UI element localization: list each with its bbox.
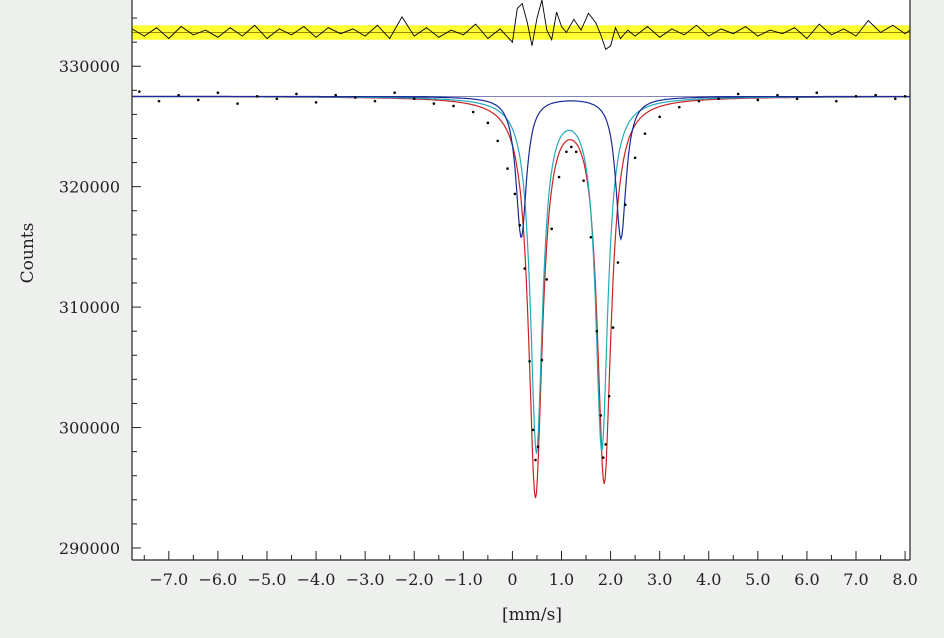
data-point <box>633 156 637 160</box>
data-point <box>607 394 611 398</box>
x-tick-label: −7.0 <box>149 570 188 589</box>
data-point <box>565 150 568 154</box>
data-point <box>432 102 436 105</box>
y-tick-label: 290000 <box>59 539 120 558</box>
data-point <box>275 97 279 101</box>
data-point <box>599 414 603 417</box>
data-point <box>697 99 701 103</box>
data-point <box>496 139 499 143</box>
data-point <box>717 97 720 101</box>
plot-area <box>132 0 910 560</box>
data-point <box>601 456 605 459</box>
data-point <box>589 235 593 239</box>
x-tick-label: 8.0 <box>892 570 917 589</box>
data-point <box>776 93 779 97</box>
data-point <box>177 93 180 97</box>
data-point <box>903 95 907 98</box>
data-point <box>138 90 141 93</box>
x-tick-label: 2.0 <box>598 570 623 589</box>
x-tick-label: 3.0 <box>647 570 672 589</box>
data-point <box>531 428 535 432</box>
data-point <box>536 445 540 449</box>
data-point <box>412 97 416 101</box>
data-point <box>236 102 239 105</box>
data-point <box>295 92 298 96</box>
data-point <box>795 97 799 101</box>
y-tick-label: 300000 <box>59 419 120 438</box>
data-point <box>815 91 819 95</box>
data-point <box>574 150 578 154</box>
data-point <box>624 203 627 207</box>
residual-line <box>131 0 911 51</box>
data-point <box>157 99 161 103</box>
data-point <box>582 179 585 182</box>
x-axis-label: [mm/s] <box>502 605 562 625</box>
x-tick-label: −1.0 <box>444 570 483 589</box>
data-point <box>471 110 475 114</box>
data-point <box>334 93 338 97</box>
x-tick-label: −3.0 <box>346 570 385 589</box>
data-point <box>835 99 838 103</box>
x-tick-label: −6.0 <box>198 570 237 589</box>
data-point <box>550 227 553 231</box>
x-tick-label: 5.0 <box>745 570 770 589</box>
data-point <box>528 359 531 363</box>
chart-axes: −7.0 −6.0 −5.0 −4.0 −3.0 −2.0 −1.0 0 1.0 2.0 3.0 4.… <box>59 0 918 589</box>
chart-marks <box>131 0 911 499</box>
data-point <box>486 121 490 125</box>
data-point <box>314 101 318 104</box>
data-point <box>506 167 509 170</box>
x-tick-label: 7.0 <box>843 570 868 589</box>
y-axis-label: Counts <box>18 223 38 284</box>
data-point <box>545 278 549 281</box>
data-point <box>736 92 740 96</box>
x-tick-label: −2.0 <box>395 570 434 589</box>
data-point <box>611 326 615 329</box>
data-point <box>658 115 661 119</box>
data-point <box>643 132 647 135</box>
x-tick-label: −4.0 <box>297 570 336 589</box>
data-point <box>540 358 544 362</box>
data-point <box>354 96 357 99</box>
data-point <box>452 104 455 108</box>
data-point <box>616 261 620 264</box>
data-point <box>513 192 517 196</box>
y-tick-label: 330000 <box>59 57 120 76</box>
data-point <box>570 145 573 149</box>
data-point <box>393 91 396 95</box>
data-point <box>518 223 522 227</box>
data-point <box>677 105 681 109</box>
x-tick-label: 0 <box>507 570 517 589</box>
doublet-b-line <box>132 95 910 242</box>
data-point <box>196 98 200 102</box>
y-tick-label: 320000 <box>59 178 120 197</box>
y-tick-label: 310000 <box>59 298 120 317</box>
x-tick-label: 1.0 <box>549 570 574 589</box>
data-point <box>854 95 858 98</box>
data-point <box>255 95 259 98</box>
data-point <box>373 99 377 103</box>
data-point <box>216 91 220 95</box>
data-point <box>756 98 760 102</box>
x-tick-label: 4.0 <box>696 570 721 589</box>
data-point <box>893 97 897 101</box>
x-tick-label: 6.0 <box>794 570 819 589</box>
data-point <box>874 93 877 97</box>
data-point <box>595 329 599 333</box>
data-point <box>604 443 607 446</box>
data-point <box>557 175 561 179</box>
x-tick-label: −5.0 <box>248 570 287 589</box>
data-point <box>523 267 526 270</box>
data-point <box>534 458 537 462</box>
